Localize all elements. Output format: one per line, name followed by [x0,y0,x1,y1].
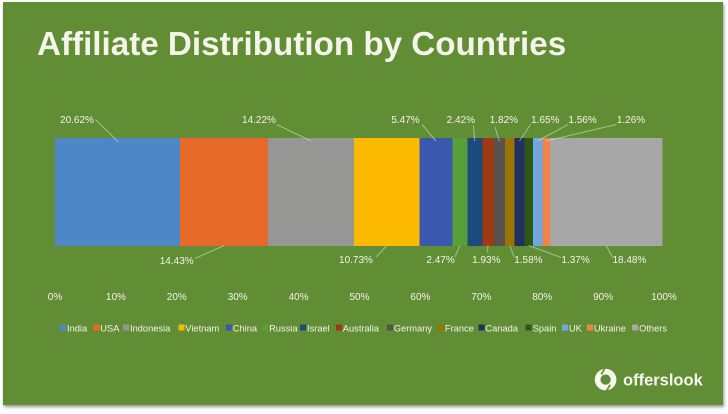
svg-text:1.26%: 1.26% [617,115,645,126]
svg-text:20.62%: 20.62% [60,115,94,126]
svg-text:1.93%: 1.93% [472,255,500,266]
svg-text:China: China [233,324,258,334]
svg-text:0%: 0% [48,292,63,303]
svg-text:Ukraine: Ukraine [594,324,626,334]
svg-text:Indonesia: Indonesia [130,324,171,334]
svg-text:India: India [67,324,88,334]
svg-text:10.73%: 10.73% [339,255,373,266]
svg-text:100%: 100% [651,292,677,303]
svg-text:14.22%: 14.22% [242,115,276,126]
svg-text:1.82%: 1.82% [490,115,518,126]
svg-text:Vietnam: Vietnam [185,324,219,334]
svg-text:Russia: Russia [269,324,298,334]
svg-text:France: France [445,324,474,334]
svg-text:2.47%: 2.47% [426,255,454,266]
svg-text:UK: UK [569,324,583,334]
svg-text:40%: 40% [289,292,309,303]
svg-text:18.48%: 18.48% [612,255,646,266]
svg-text:Israel: Israel [307,324,330,334]
svg-text:1.65%: 1.65% [531,115,559,126]
svg-text:5.47%: 5.47% [391,115,419,126]
svg-text:Germany: Germany [394,324,433,334]
svg-text:10%: 10% [106,292,126,303]
svg-text:80%: 80% [532,292,552,303]
svg-text:1.56%: 1.56% [568,115,596,126]
svg-text:2.42%: 2.42% [447,115,475,126]
svg-text:50%: 50% [349,292,369,303]
svg-text:offerslook: offerslook [623,372,704,390]
svg-text:14.43%: 14.43% [160,256,194,267]
svg-text:1.58%: 1.58% [514,255,542,266]
svg-text:Others: Others [639,324,667,334]
svg-text:60%: 60% [410,292,430,303]
svg-text:1.37%: 1.37% [561,255,589,266]
svg-text:20%: 20% [167,292,187,303]
svg-text:Australia: Australia [343,324,380,334]
svg-text:Spain: Spain [533,324,557,334]
svg-text:90%: 90% [593,292,613,303]
svg-text:USA: USA [100,324,120,334]
svg-text:30%: 30% [228,292,248,303]
svg-text:Canada: Canada [485,324,518,334]
svg-text:70%: 70% [471,292,491,303]
